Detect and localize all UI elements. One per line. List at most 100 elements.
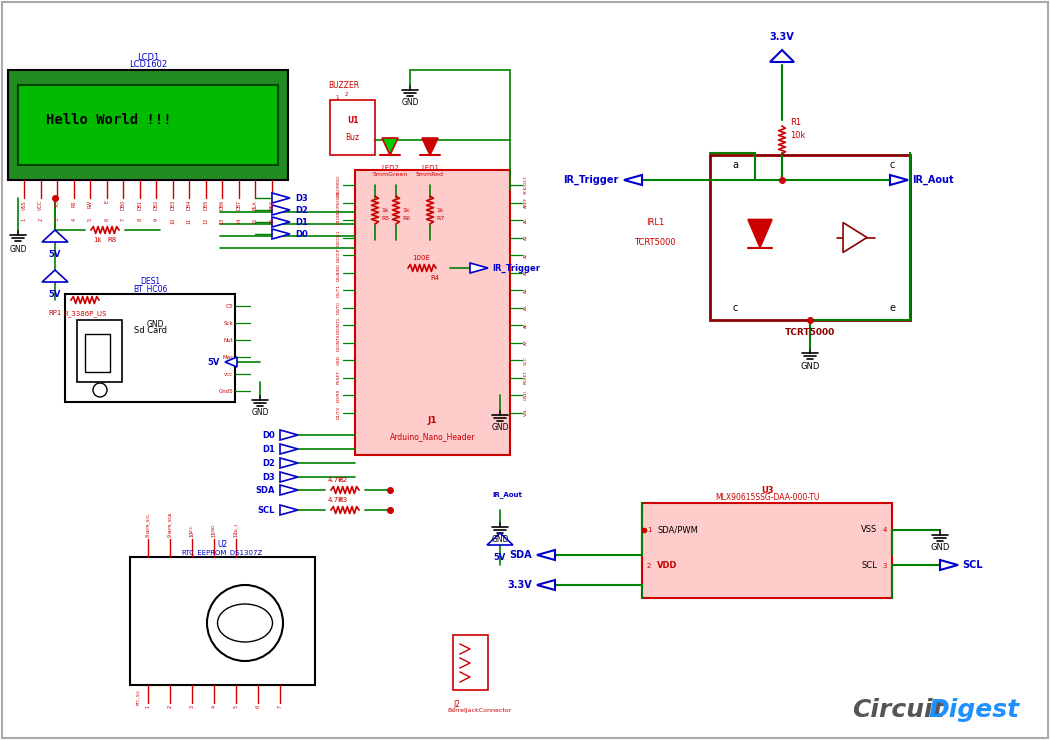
Text: 1: 1 [335,95,338,100]
Text: Hello World !!!: Hello World !!! [46,113,171,127]
Text: 13: 13 [219,218,225,224]
Text: SCL: SCL [962,560,983,570]
Polygon shape [843,223,867,252]
Text: 5: 5 [233,705,238,708]
Text: GND: GND [800,362,820,371]
Polygon shape [280,505,298,515]
Text: R4: R4 [430,275,439,281]
Text: 9: 9 [168,534,172,537]
Text: VDD: VDD [657,562,677,571]
Text: VSS: VSS [861,525,877,534]
Text: A3: A3 [524,269,528,275]
Text: RS: RS [71,200,77,206]
Text: RW: RW [88,200,92,208]
Text: VCC: VCC [190,525,194,533]
Text: RESET: RESET [337,371,341,385]
Polygon shape [537,550,555,560]
Text: VCC: VCC [39,200,43,210]
Text: 14: 14 [236,218,242,224]
Text: 11: 11 [187,218,192,224]
Text: 2: 2 [647,563,651,569]
Text: DB4: DB4 [187,200,192,210]
Polygon shape [272,205,290,215]
Text: R3: R3 [338,497,348,503]
Text: 5V: 5V [494,553,506,562]
Text: R7: R7 [436,215,444,221]
Text: TCRT5000: TCRT5000 [785,328,835,337]
Text: 7: 7 [121,218,126,221]
Text: 2: 2 [39,218,43,221]
Text: 5mmRed: 5mmRed [416,172,444,177]
Text: Gnd5: Gnd5 [218,388,233,394]
Text: A6: A6 [524,322,528,328]
Text: U2: U2 [217,540,228,549]
Text: RP1: RP1 [48,310,62,316]
Text: U1: U1 [346,115,358,124]
Text: 1: 1 [146,705,150,708]
Text: a: a [732,160,738,170]
Text: D1: D1 [262,445,275,454]
Text: 10k: 10k [790,130,805,140]
Text: R5: R5 [381,215,390,221]
Text: 5V: 5V [48,250,61,259]
Text: A0: A0 [524,217,528,223]
Text: 100E: 100E [412,255,429,261]
Text: D10: D10 [337,215,341,224]
Bar [65,294,235,402]
Text: 5: 5 [88,218,92,221]
Circle shape [207,585,284,661]
Text: IR_Trigger: IR_Trigger [492,263,540,272]
Text: GND: GND [930,543,949,552]
Text: 1k: 1k [93,237,102,243]
Text: D3: D3 [262,473,275,482]
Text: 2: 2 [345,92,349,97]
Text: U3: U3 [761,486,773,495]
Text: SDA: SDA [255,485,275,494]
Text: 4: 4 [211,705,216,708]
Text: D9/OC1: D9/OC1 [337,229,341,246]
Text: c: c [889,160,895,170]
Text: R2: R2 [338,477,348,483]
Text: BLA: BLA [253,200,257,209]
Text: BUZZER: BUZZER [328,81,359,90]
Text: 5mmGreen: 5mmGreen [373,172,407,177]
Text: R1: R1 [790,118,801,127]
Text: LED1: LED1 [421,165,439,171]
Text: IR_Trigger: IR_Trigger [563,175,618,185]
Text: IR_Aout: IR_Aout [912,175,953,185]
Text: DB1: DB1 [138,200,142,210]
Bar [18,85,278,165]
Text: D12/MISO: D12/MISO [337,175,341,195]
Text: D3/INT1: D3/INT1 [337,316,341,334]
Polygon shape [42,230,68,242]
Text: RTC_SQ: RTC_SQ [136,689,140,704]
Text: 11: 11 [211,531,216,537]
Text: 3.3V: 3.3V [507,580,532,590]
Text: DB2: DB2 [153,200,159,210]
Text: 10: 10 [189,531,194,537]
Text: A4: A4 [524,287,528,293]
Polygon shape [280,458,298,468]
Polygon shape [770,50,794,62]
Text: GND: GND [524,390,528,400]
Text: DS_1: DS_1 [234,522,238,533]
Text: RESET: RESET [524,371,528,385]
Text: Sck: Sck [224,320,233,326]
Text: RTC_EEPROM_DS1307Z: RTC_EEPROM_DS1307Z [182,549,264,556]
Text: 3: 3 [189,705,194,708]
Text: e: e [889,303,895,313]
Text: IRL1: IRL1 [646,218,665,227]
Text: 9: 9 [153,218,159,221]
Text: SCK/D13: SCK/D13 [524,175,528,195]
Bar [710,155,910,320]
Text: A1: A1 [524,235,528,241]
Text: VO: VO [55,200,60,207]
Text: GND: GND [491,423,509,432]
Text: A5: A5 [524,305,528,311]
Text: LCD1: LCD1 [136,53,160,62]
Polygon shape [272,229,290,239]
Text: LED2: LED2 [381,165,399,171]
Polygon shape [890,175,908,185]
Text: AREF: AREF [524,197,528,208]
Text: GND: GND [146,320,164,329]
